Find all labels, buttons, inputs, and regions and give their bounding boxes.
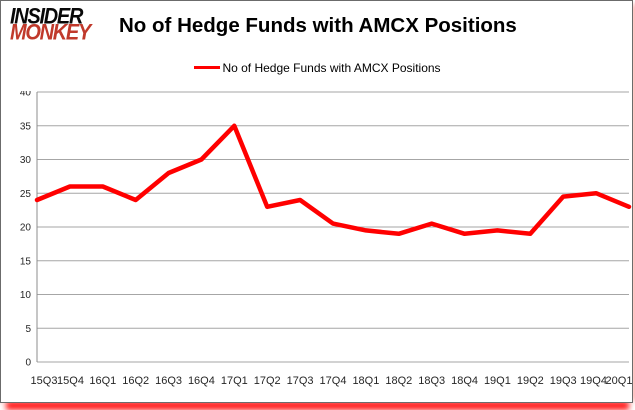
svg-text:18Q1: 18Q1	[352, 375, 379, 387]
svg-text:19Q2: 19Q2	[517, 375, 544, 387]
svg-text:16Q3: 16Q3	[155, 375, 182, 387]
svg-text:18Q3: 18Q3	[418, 375, 445, 387]
svg-text:40: 40	[20, 91, 32, 99]
svg-text:17Q3: 17Q3	[287, 375, 314, 387]
svg-text:35: 35	[20, 121, 32, 132]
svg-text:18Q4: 18Q4	[451, 375, 478, 387]
svg-text:17Q2: 17Q2	[254, 375, 281, 387]
svg-text:15: 15	[20, 256, 32, 267]
svg-text:16Q1: 16Q1	[89, 375, 116, 387]
svg-text:25: 25	[20, 189, 32, 200]
svg-text:19Q1: 19Q1	[484, 375, 511, 387]
svg-text:20Q1: 20Q1	[606, 375, 633, 387]
svg-text:5: 5	[25, 324, 31, 335]
svg-text:30: 30	[20, 155, 32, 166]
svg-text:19Q3: 19Q3	[550, 375, 577, 387]
svg-text:17Q1: 17Q1	[221, 375, 248, 387]
svg-text:18Q2: 18Q2	[385, 375, 412, 387]
svg-text:10: 10	[20, 290, 32, 301]
svg-text:16Q4: 16Q4	[188, 375, 215, 387]
svg-text:20: 20	[20, 223, 32, 234]
svg-text:19Q4: 19Q4	[580, 375, 607, 387]
svg-text:15Q4: 15Q4	[57, 375, 84, 387]
svg-text:16Q2: 16Q2	[122, 375, 149, 387]
svg-text:0: 0	[25, 358, 31, 369]
svg-text:15Q3: 15Q3	[31, 375, 58, 387]
svg-text:17Q4: 17Q4	[320, 375, 347, 387]
